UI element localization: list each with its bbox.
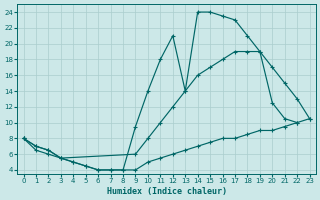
- X-axis label: Humidex (Indice chaleur): Humidex (Indice chaleur): [107, 187, 227, 196]
